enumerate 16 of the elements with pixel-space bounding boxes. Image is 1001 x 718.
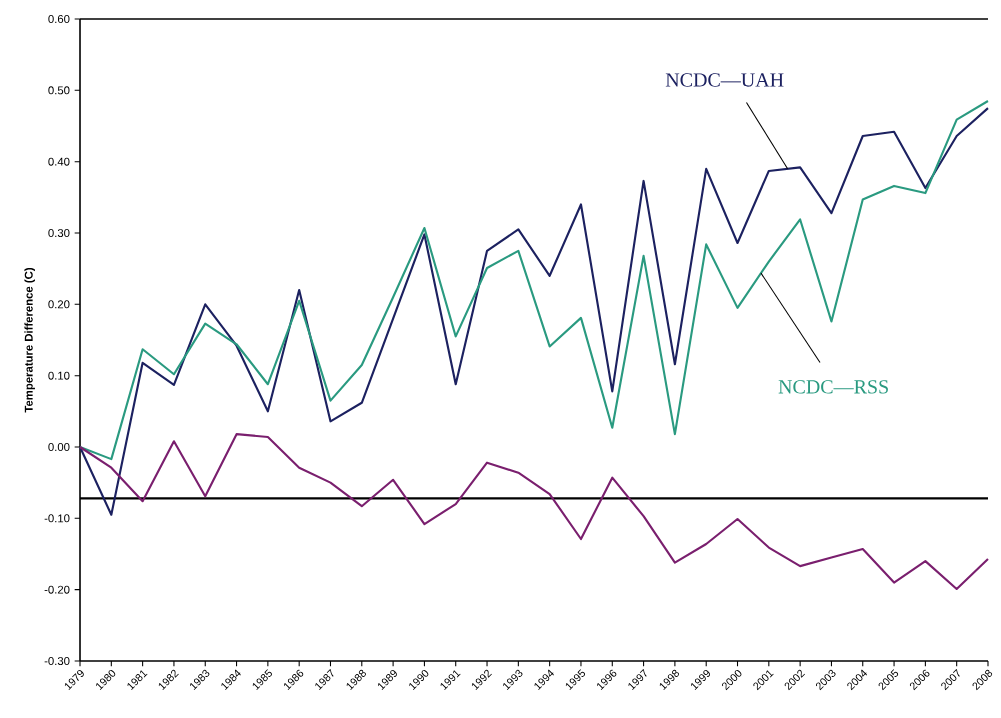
y-tick-label: -0.30 bbox=[44, 656, 70, 665]
y-tick-label: -0.10 bbox=[44, 514, 70, 523]
y-tick-label: 0.60 bbox=[48, 15, 70, 24]
text: NCDC—UAH bbox=[665, 73, 784, 87]
y-tick-label: 0.20 bbox=[48, 300, 70, 309]
line-series bbox=[78, 99, 990, 461]
line-series bbox=[78, 107, 990, 516]
y-tick-label: 0.40 bbox=[48, 157, 70, 166]
y-axis-title: Temperature Difference (C) bbox=[24, 267, 35, 413]
y-tick-label: -0.20 bbox=[44, 585, 70, 594]
y-tick-label: 0.00 bbox=[48, 442, 70, 451]
y-tick-label: 0.50 bbox=[48, 86, 70, 95]
y-tick-label: 0.10 bbox=[48, 371, 70, 380]
y-tick-label: 0.30 bbox=[48, 229, 70, 238]
text: NCDC—RSS bbox=[778, 380, 888, 394]
line-series bbox=[78, 433, 990, 591]
